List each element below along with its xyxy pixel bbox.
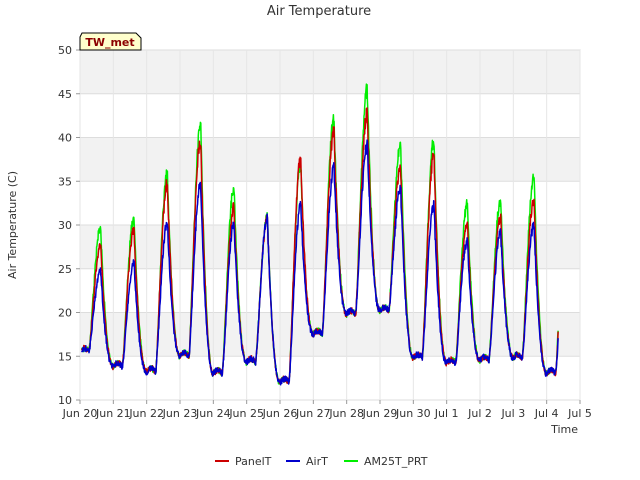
plot-band [80,312,580,357]
legend-label: AM25T_PRT [364,455,428,468]
station-badge: TW_met [79,32,142,51]
legend-label: AirT [306,455,328,468]
x-tick-label: Jun 29 [362,407,398,420]
x-tick-label: Jun 21 [95,407,131,420]
legend: PanelT AirT AM25T_PRT [215,455,428,468]
x-tick-label: Jul 2 [467,407,492,420]
x-tick-label: Jun 26 [262,407,298,420]
plot-band [80,50,580,94]
y-tick-label: 35 [58,175,72,188]
x-tick-label: Jul 1 [434,407,459,420]
x-axis-label: Time [550,423,578,436]
x-tick-label: Jul 3 [500,407,525,420]
y-tick-label: 50 [58,44,72,57]
legend-label: PanelT [235,455,272,468]
y-tick-label: 10 [58,394,72,407]
x-tick-label: Jul 4 [534,407,559,420]
x-tick-label: Jun 23 [162,407,198,420]
y-axis-ticks: 10 15 20 25 30 35 40 45 50 [58,44,80,407]
station-badge-shape [79,32,142,51]
x-tick-label: Jul 5 [567,407,592,420]
series-line-airt [81,139,559,386]
y-tick-label: 45 [58,88,72,101]
y-tick-label: 20 [58,307,72,320]
y-tick-label: 25 [58,263,72,276]
x-tick-label: Jun 27 [295,407,331,420]
x-tick-label: Jun 30 [395,407,431,420]
chart-title: Air Temperature [267,4,371,19]
x-tick-label: Jun 28 [328,407,364,420]
y-tick-label: 40 [58,132,72,145]
series-lines [80,83,559,386]
y-axis-label: Air Temperature (C) [6,171,19,279]
plot-band [80,225,580,269]
y-tick-label: 15 [58,350,72,363]
x-tick-label: Jun 22 [128,407,164,420]
station-badge-label: TW_met [85,36,134,49]
x-tick-label: Jun 20 [62,407,98,420]
x-tick-label: Jun 25 [228,407,264,420]
x-tick-label: Jun 24 [195,407,231,420]
y-tick-label: 30 [58,219,72,232]
